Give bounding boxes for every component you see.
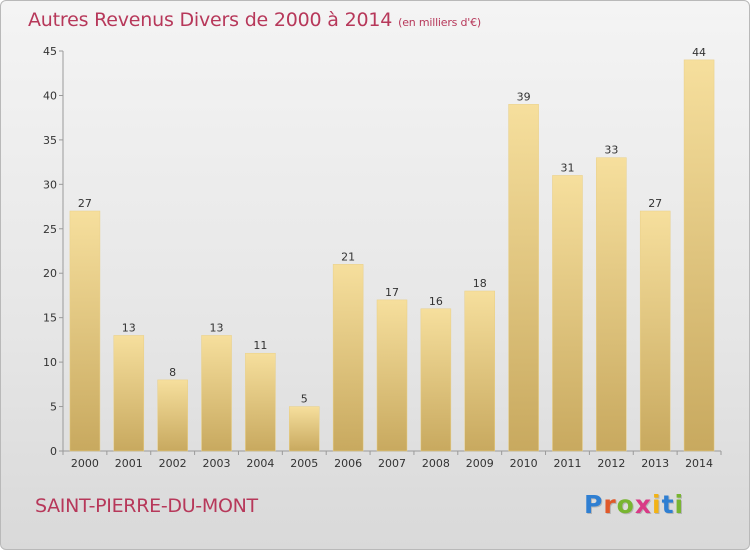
bar [157, 379, 188, 452]
y-tick-label: 30 [43, 178, 57, 191]
bar-value-label: 17 [385, 286, 399, 299]
x-tick-label: 2007 [378, 457, 406, 470]
bar-value-label: 16 [429, 295, 443, 308]
chart-subtitle: (en milliers d'€) [398, 16, 482, 29]
bar [596, 157, 627, 452]
bar [69, 210, 101, 452]
logo-letter: t [661, 490, 675, 519]
x-tick-label: 2013 [641, 457, 669, 470]
bar [552, 175, 583, 452]
bar [683, 59, 715, 452]
x-tick-label: 2012 [597, 457, 625, 470]
bar [245, 352, 276, 452]
chart-title-text: Autres Revenus Divers de 2000 à 2014 [28, 9, 393, 31]
y-tick-label: 15 [43, 312, 57, 325]
x-tick-label: 2000 [71, 457, 99, 470]
x-tick-label: 2010 [510, 457, 538, 470]
y-tick-label: 10 [43, 356, 57, 369]
bar [420, 308, 452, 452]
bar-value-label: 13 [122, 321, 136, 334]
bar-value-label: 11 [253, 339, 267, 352]
bar-value-label: 8 [169, 366, 176, 379]
bar [289, 406, 320, 452]
y-tick-label: 45 [43, 45, 57, 58]
x-tick-label: 2004 [246, 457, 274, 470]
logo-letter: i [674, 490, 685, 519]
bar [113, 335, 145, 452]
y-tick-label: 5 [50, 401, 57, 414]
y-tick-label: 40 [43, 89, 57, 102]
bar-value-label: 27 [648, 197, 662, 210]
chart-title: Autres Revenus Divers de 2000 à 2014 (en … [28, 9, 481, 31]
x-tick-label: 2005 [290, 457, 318, 470]
x-tick-label: 2009 [466, 457, 494, 470]
bar-value-label: 18 [473, 277, 487, 290]
y-tick-label: 20 [43, 267, 57, 280]
y-tick-label: 25 [43, 223, 57, 236]
bar-value-label: 21 [341, 250, 355, 263]
bar [201, 335, 232, 452]
bar [332, 264, 364, 452]
bar-value-label: 31 [560, 161, 574, 174]
bar-value-label: 44 [692, 46, 706, 59]
x-tick-label: 2001 [115, 457, 143, 470]
x-tick-label: 2002 [159, 457, 187, 470]
bar-value-label: 5 [301, 393, 308, 406]
y-tick-label: 0 [50, 445, 57, 458]
bar-value-label: 27 [78, 197, 92, 210]
proxiti-logo: Proxiti [584, 490, 684, 519]
bar [376, 299, 408, 452]
town-name: SAINT-PIERRE-DU-MONT [35, 495, 258, 517]
y-tick-label: 35 [43, 134, 57, 147]
x-tick-label: 2014 [685, 457, 713, 470]
x-tick-label: 2011 [553, 457, 581, 470]
bar [508, 104, 539, 452]
bar [464, 290, 495, 452]
bar-value-label: 33 [604, 144, 618, 157]
logo-letter: i [652, 490, 662, 519]
x-tick-label: 2008 [422, 457, 450, 470]
bar [639, 210, 671, 452]
logo-letter: r [603, 490, 617, 519]
bar-value-label: 13 [210, 321, 224, 334]
bar-value-label: 39 [517, 90, 531, 103]
x-tick-label: 2006 [334, 457, 362, 470]
logo-letter: P [584, 490, 604, 519]
logo-letter: o [616, 490, 635, 519]
logo-letter: x [634, 490, 652, 519]
x-tick-label: 2003 [203, 457, 231, 470]
